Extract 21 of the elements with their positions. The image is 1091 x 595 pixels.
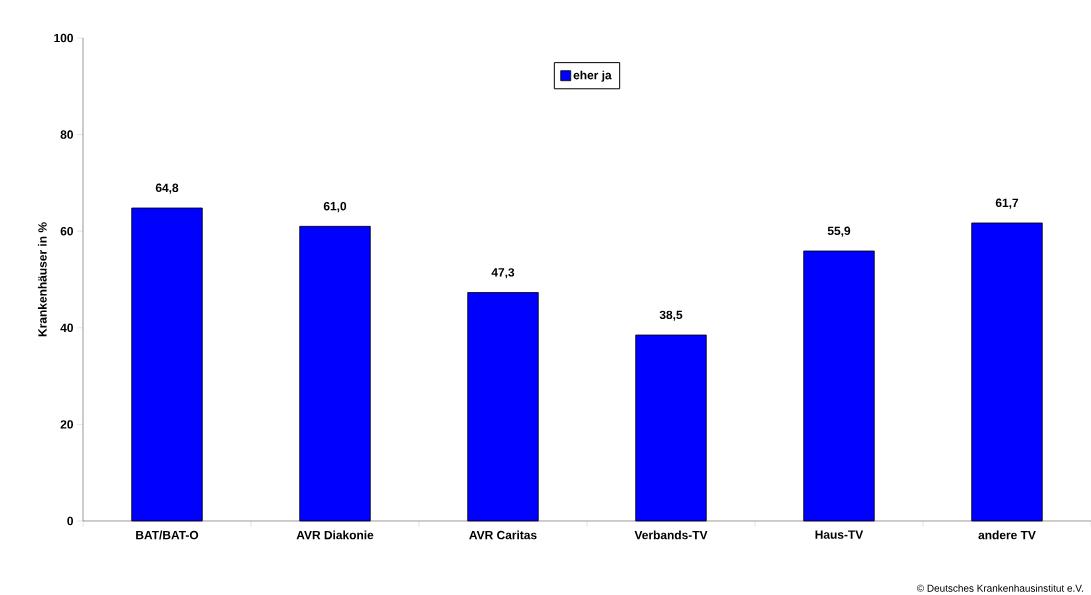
y-tick-label: 20 [60,420,73,429]
y-tick-label: 0 [67,516,73,526]
y-tick-label: 40 [60,323,73,333]
data-label: 61,7 [995,198,1019,209]
y-axis-title: Krankenhäuser in % [37,222,47,337]
x-tick-label: andere TV [978,530,1036,540]
data-label: 38,5 [659,310,683,321]
legend-label: eher ja [573,70,612,82]
y-tick-label: 60 [60,226,73,236]
text: © Deutsches Krankenhausinstitut e.V. [916,584,1083,592]
y-tick-label: 100 [54,33,73,43]
data-label: 47,3 [491,268,515,279]
x-tick-label: Haus-TV [815,530,864,539]
data-label: 55,9 [827,226,851,237]
x-tick-label: AVR Caritas [469,530,537,540]
data-label: 61,0 [323,201,347,213]
data-label: 64,8 [155,183,179,194]
x-tick-label: BAT/BAT-O [136,530,199,540]
x-tick-label: AVR Diakonie [296,530,374,540]
y-tick-label: 80 [60,130,73,139]
x-tick-label: Verbands-TV [634,530,708,540]
